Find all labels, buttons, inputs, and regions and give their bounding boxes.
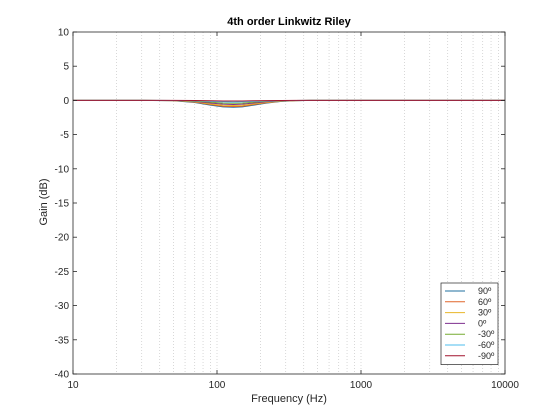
series-line [73,99,505,108]
y-tick-label: -10 [55,164,70,175]
y-tick-label: -35 [55,335,70,346]
x-tick-label: 10 [67,380,79,391]
legend-label: -30º [478,329,495,339]
x-tick-label: 100 [209,380,226,391]
series-lines [73,99,505,108]
chart-title: 4th order Linkwitz Riley [227,16,351,28]
legend-label: -90º [478,351,495,361]
y-tick-label: -40 [55,370,70,381]
plot-frame [72,31,506,375]
axis-ticks: 10 100 1000 10000 10 5 0 -5 -10 -15 -20 -25 -30 -35 -4… [55,28,520,392]
y-tick-label: -25 [55,267,70,278]
y-tick-label: 10 [58,28,70,39]
legend-label: 30º [478,308,492,318]
x-axis-label: Frequency (Hz) [251,393,327,405]
legend-label: 0º [478,318,487,328]
y-tick-label: -20 [55,233,70,244]
legend-label: 60º [478,297,492,307]
x-tick-label: 1000 [350,380,373,391]
series-line [73,99,505,102]
x-tick-label: 10000 [491,380,519,391]
y-tick-label: 0 [63,96,69,107]
y-axis-label: Gain (dB) [38,178,50,225]
y-tick-label: 5 [63,62,69,73]
y-tick-label: -30 [55,301,70,312]
legend-label: -60º [478,340,495,350]
y-tick-label: -15 [55,199,70,210]
legend-label: 90º [478,286,492,296]
y-tick-label: -5 [60,130,69,141]
